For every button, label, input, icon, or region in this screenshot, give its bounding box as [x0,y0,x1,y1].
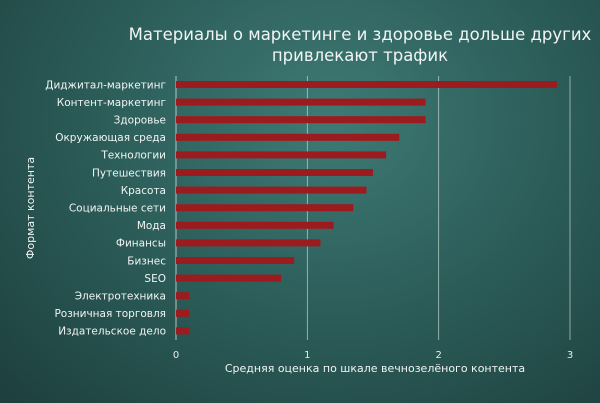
category-label: Здоровье [114,115,166,127]
bar-layer [176,81,557,335]
x-axis-label: Средняя оценка по шкале вечнозелёного ко… [225,362,525,375]
category-labels: Диджитал-маркетинг Контент-маркетинг Здоро… [45,79,166,337]
category-label: Бизнес [127,255,166,267]
bar [176,186,367,194]
category-label: SEO [144,273,166,285]
category-label: Издательское дело [58,326,166,338]
bar [176,151,387,159]
category-label: Социальные сети [69,203,166,215]
category-label: Электротехника [75,291,166,303]
x-tick-label: 3 [567,350,573,361]
bar [176,133,400,141]
x-tick-label: 2 [435,350,441,361]
category-label: Диджитал-маркетинг [45,79,166,91]
bar [176,274,282,282]
x-tick-label: 0 [173,350,179,361]
category-label: Окружающая среда [55,132,166,144]
category-label: Розничная торговля [54,308,166,320]
category-label: Технологии [100,150,166,162]
bar [176,221,334,229]
category-label: Контент-маркетинг [57,97,166,109]
x-tick-labels: 0 1 2 3 [173,350,573,361]
bar [176,257,295,264]
bar [176,169,373,176]
x-tick-label: 1 [304,350,310,361]
category-label: Мода [137,220,166,232]
category-label: Путешествия [92,167,166,179]
category-label: Финансы [116,238,166,250]
y-axis-label: Формат контента [24,157,37,259]
bar [176,239,321,247]
category-label: Красота [121,185,166,197]
bar [176,81,557,88]
bar [176,327,190,335]
bar [176,309,190,317]
bar [176,204,354,212]
chart-title: Материалы о маркетинге и здоровье дольше… [128,25,592,65]
bar [176,292,190,300]
bar [176,98,426,106]
bar [176,116,426,124]
